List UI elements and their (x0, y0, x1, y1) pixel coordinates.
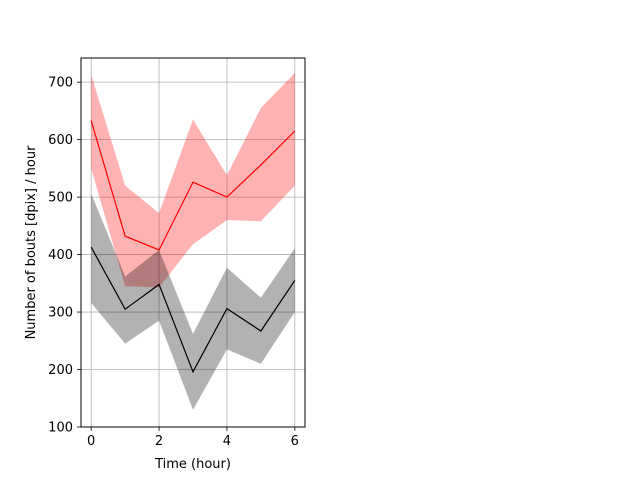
x-tick-label: 4 (223, 434, 231, 449)
y-tick-label: 200 (48, 363, 73, 378)
series-1-line (90, 120, 296, 251)
series-2-band (91, 193, 295, 410)
x-tick-label: 6 (291, 434, 299, 449)
x-tick-label: 2 (155, 434, 163, 449)
y-axis-label: Number of bouts [dpix] / hour (24, 145, 39, 339)
y-tick-label: 500 (48, 191, 73, 206)
y-tick-label: 100 (48, 421, 73, 436)
y-tick-label: 700 (48, 76, 73, 91)
x-axis-label: Time (hour) (154, 457, 231, 472)
y-tick-label: 600 (48, 133, 73, 148)
series-lines (90, 120, 296, 374)
series-2-line (90, 246, 296, 374)
y-tick-label: 300 (48, 306, 73, 321)
confidence-bands (91, 72, 295, 410)
axis-ticks: 0 2 4 6 100 200 300 400 500 600 700 (48, 76, 299, 449)
x-tick-label: 0 (87, 434, 95, 449)
y-tick-label: 400 (48, 248, 73, 263)
series-1-band (91, 72, 295, 288)
plot-frame (80, 57, 306, 428)
